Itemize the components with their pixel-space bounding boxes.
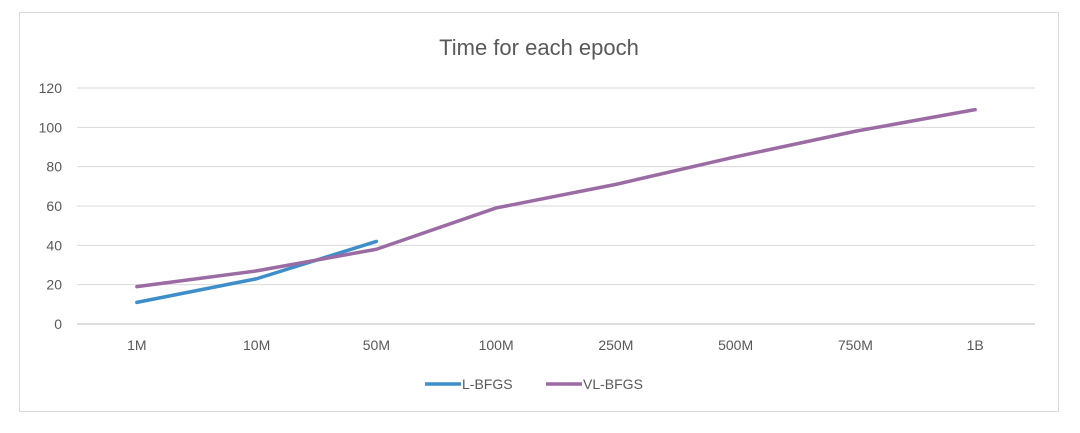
y-tick-label: 120 bbox=[39, 80, 63, 96]
legend: L-BFGS VL-BFGS bbox=[425, 376, 643, 392]
chart-title: Time for each epoch bbox=[439, 35, 639, 60]
x-tick-label: 10M bbox=[243, 337, 270, 353]
y-tick-label: 60 bbox=[46, 198, 62, 214]
y-tick-label: 80 bbox=[46, 159, 62, 175]
legend-label: L-BFGS bbox=[462, 376, 513, 392]
x-axis-ticks: 1M 10M 50M 100M 250M 500M 750M 1B bbox=[127, 337, 984, 353]
legend-label: VL-BFGS bbox=[583, 376, 643, 392]
x-tick-label: 250M bbox=[598, 337, 633, 353]
y-tick-label: 20 bbox=[46, 277, 62, 293]
y-tick-label: 40 bbox=[46, 237, 62, 253]
x-tick-label: 500M bbox=[718, 337, 753, 353]
y-tick-label: 100 bbox=[39, 119, 63, 135]
x-tick-label: 100M bbox=[479, 337, 514, 353]
x-tick-label: 1M bbox=[127, 337, 146, 353]
chart-frame bbox=[19, 12, 1059, 412]
y-axis-ticks: 0 20 40 60 80 100 120 bbox=[39, 80, 63, 332]
series-lines bbox=[135, 107, 977, 305]
x-tick-label: 1B bbox=[967, 337, 984, 353]
series-line-vl-bfgs bbox=[135, 107, 977, 289]
y-tick-label: 0 bbox=[54, 316, 62, 332]
x-tick-label: 50M bbox=[363, 337, 390, 353]
x-tick-label: 750M bbox=[838, 337, 873, 353]
